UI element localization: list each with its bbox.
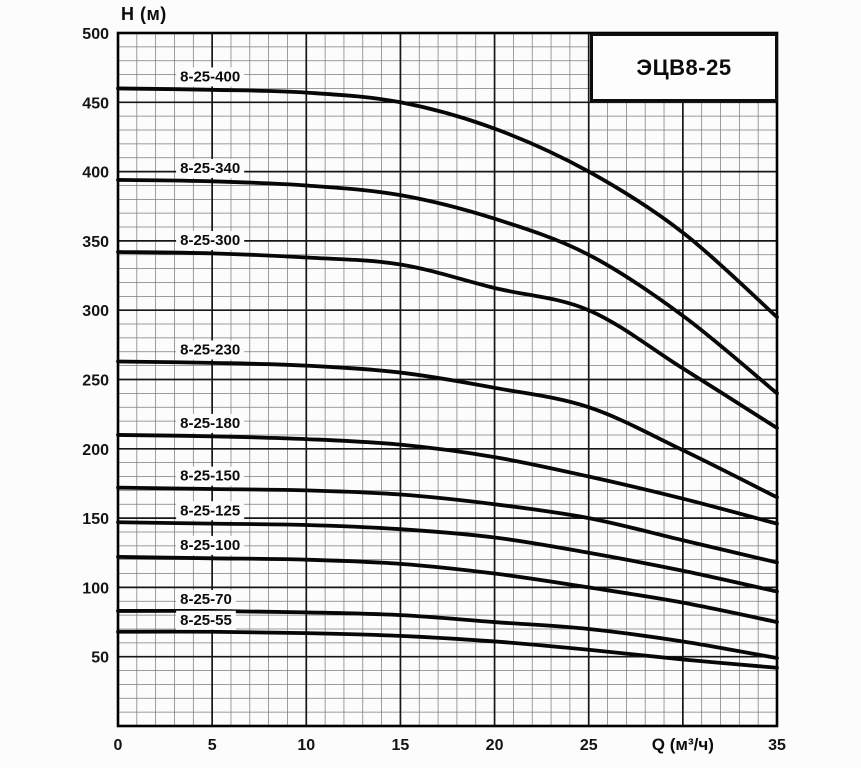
x-tick-label: 5: [208, 737, 217, 754]
y-tick-label: 100: [82, 580, 109, 597]
chart-title-box: ЭЦВ8-25: [590, 33, 778, 102]
y-tick-label: 300: [82, 303, 109, 320]
x-tick-label: 20: [486, 737, 504, 754]
y-tick-label: 500: [82, 26, 109, 43]
curve-label-8-25-70: 8-25-70: [180, 591, 232, 608]
curve-label-8-25-150: 8-25-150: [180, 468, 240, 485]
y-tick-label: 200: [82, 442, 109, 459]
y-tick-label: 450: [82, 95, 109, 112]
curve-label-8-25-400: 8-25-400: [180, 68, 240, 85]
curve-label-bg: [176, 340, 245, 360]
y-tick-label: 350: [82, 234, 109, 251]
curve-label-8-25-180: 8-25-180: [180, 415, 240, 432]
curve-label-bg: [176, 501, 245, 521]
x-tick-label: 25: [580, 737, 598, 754]
curve-label-bg: [176, 413, 245, 433]
curve-label-8-25-230: 8-25-230: [180, 341, 240, 358]
curve-label-8-25-340: 8-25-340: [180, 160, 240, 177]
y-axis-title: H (м): [121, 4, 167, 24]
curve-label-8-25-125: 8-25-125: [180, 502, 240, 519]
curve-label-bg: [176, 535, 245, 555]
y-tick-label: 150: [82, 511, 109, 528]
curve-label-bg: [176, 466, 245, 486]
plot-border: [116, 31, 779, 728]
curve-label-bg: [176, 67, 245, 87]
curve-label-8-25-100: 8-25-100: [180, 537, 240, 554]
x-tick-label: 10: [297, 737, 315, 754]
pump-curve-8-25-230: [116, 359, 779, 500]
chart-title: ЭЦВ8-25: [636, 54, 732, 80]
y-tick-label: 250: [82, 373, 109, 390]
y-tick-label: 50: [91, 650, 109, 667]
pump-curve-8-25-400: [116, 86, 779, 320]
pump-curve-8-25-100: [116, 555, 779, 624]
y-tick-label: 400: [82, 165, 109, 182]
pump-curve-8-25-150: [116, 485, 779, 565]
pump-curve-8-25-125: [116, 520, 779, 594]
x-tick-label: 15: [392, 737, 410, 754]
curve-label-bg: [176, 610, 236, 630]
curve-label-bg: [176, 230, 245, 250]
curve-label-8-25-55: 8-25-55: [180, 612, 232, 629]
x-tick-label: 0: [114, 737, 123, 754]
pump-curve-8-25-55: [116, 629, 779, 670]
curve-label-bg: [176, 589, 236, 609]
curve-label-bg: [176, 158, 245, 178]
pump-curve-8-25-300: [116, 250, 779, 430]
x-tick-label: 35: [768, 737, 786, 754]
curve-label-8-25-300: 8-25-300: [180, 232, 240, 249]
pump-curve-8-25-180: [116, 433, 779, 526]
pump-curve-8-25-340: [116, 178, 779, 396]
x-axis-title: Q (м³/ч): [652, 735, 714, 754]
